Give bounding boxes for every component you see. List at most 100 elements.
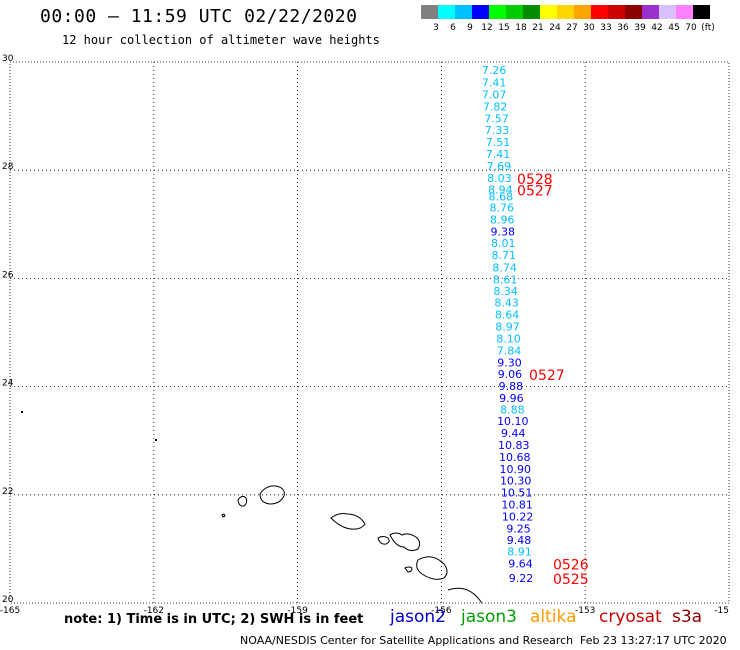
legend-label: 39 — [634, 23, 646, 33]
wave-height-value: 8.68 — [489, 191, 514, 204]
wave-height-value: 7.57 — [484, 112, 509, 125]
longitude-label: -15 — [714, 606, 729, 616]
legend-swatch — [642, 5, 659, 19]
satellite-jason3: jason3 — [461, 607, 517, 627]
footer-timestamp: Feb 23 13:27:17 UTC 2020 — [580, 634, 727, 647]
satellite-altika: altika — [530, 607, 577, 627]
page-title: 00:00 – 11:59 UTC 02/22/2020 — [40, 6, 358, 27]
longitude-label: -162 — [144, 606, 164, 616]
wave-height-value: 9.30 — [497, 356, 522, 369]
legend-swatch — [693, 5, 710, 19]
wave-height-value: 8.97 — [495, 321, 520, 334]
latitude-label: 22 — [2, 487, 13, 497]
satellite-jason2: jason2 — [390, 607, 446, 627]
latitude-label: 30 — [2, 54, 14, 64]
wave-height-value: 8.10 — [496, 332, 521, 345]
graticule — [10, 62, 729, 603]
wave-height-value: 10.22 — [502, 510, 534, 523]
color-scale-legend: 3 6 9 12 15 18 21 24 27 30 33 36 39 42 45 70 (ft) — [421, 5, 715, 33]
wave-height-value: 8.74 — [492, 262, 517, 275]
legend-swatch — [557, 5, 574, 19]
legend-swatch — [489, 5, 506, 19]
island-niihau — [221, 513, 226, 518]
legend-swatch — [472, 5, 489, 19]
wave-height-value: 10.90 — [499, 463, 531, 476]
legend-label: 45 — [668, 23, 679, 33]
wave-height-value: 7.41 — [482, 77, 507, 90]
legend-label: 21 — [532, 23, 543, 33]
legend-label: 24 — [549, 23, 561, 33]
latitude-label: 24 — [2, 379, 14, 389]
legend-label: 6 — [450, 23, 456, 33]
island-maui — [389, 532, 421, 552]
wave-height-value: 8.71 — [491, 249, 516, 262]
legend-swatch — [659, 5, 676, 19]
legend-label: 18 — [515, 23, 527, 33]
wave-height-value: 7.07 — [482, 88, 507, 101]
wave-height-value: 9.22 — [509, 572, 534, 585]
wave-height-value: 9.38 — [491, 225, 516, 238]
island-big-island-south — [447, 587, 483, 604]
latitude-label: 20 — [2, 595, 14, 605]
legend-label: 33 — [600, 23, 611, 33]
wave-height-value: 9.06 — [498, 368, 523, 381]
legend-swatch — [523, 5, 540, 19]
legend-swatch — [506, 5, 523, 19]
legend-label: (ft) — [701, 23, 715, 33]
island-lanai — [377, 536, 390, 545]
wave-height-value: 8.76 — [490, 202, 515, 215]
longitude-label: -153 — [575, 606, 595, 616]
wave-height-value: 10.30 — [500, 475, 532, 488]
wave-height-value: 8.03 — [487, 172, 512, 185]
wave-height-value: 8.61 — [493, 273, 518, 286]
wave-height-value: 7.33 — [485, 124, 510, 137]
legend-swatch — [591, 5, 608, 19]
wave-height-value: 9.44 — [501, 427, 526, 440]
legend-swatch — [574, 5, 591, 19]
wave-height-values: 7.267.417.077.827.577.337.517.417.698.03… — [482, 64, 533, 585]
wave-height-value: 9.64 — [508, 558, 533, 571]
legend-label: 27 — [566, 23, 577, 33]
page-subtitle: 12 hour collection of altimeter wave hei… — [62, 33, 380, 47]
wave-height-value: 8.91 — [507, 546, 532, 559]
footer-credit: NOAA/NESDIS Center for Satellite Applica… — [240, 634, 574, 647]
wave-height-value: 9.96 — [499, 392, 524, 405]
legend-label: 30 — [583, 23, 595, 33]
longitude-label: -156 — [431, 606, 452, 616]
legend-label: 12 — [481, 23, 492, 33]
wave-height-value: 9.25 — [506, 522, 531, 535]
wave-height-value: 10.81 — [501, 499, 533, 512]
legend-swatch — [421, 5, 438, 19]
latitude-label: 28 — [2, 162, 14, 172]
island-hawaii — [416, 556, 448, 580]
wave-height-value: 8.88 — [500, 403, 525, 416]
island-oahu — [259, 485, 285, 505]
wave-height-value: 9.48 — [507, 534, 532, 547]
island-dot-2 — [155, 439, 157, 441]
wave-height-value: 10.51 — [501, 487, 533, 500]
wave-height-value: 10.10 — [497, 415, 529, 428]
axis-labels: 30 28 26 24 22 20-165 -162 -159 -156 -153 -15 — [0, 54, 729, 616]
legend-label: 15 — [498, 23, 509, 33]
legend-label: 42 — [651, 23, 662, 33]
pass-time-label: 0526 — [553, 558, 589, 574]
wave-height-value: 7.69 — [487, 160, 512, 173]
wave-height-value: 8.96 — [490, 213, 515, 226]
island-dot-1 — [21, 411, 23, 413]
legend-swatch — [676, 5, 693, 19]
latitude-label: 26 — [2, 270, 14, 280]
wave-height-value: 8.94 — [488, 184, 513, 197]
pass-time-label: 0527 — [517, 184, 553, 200]
units-note: note: 1) Time is in UTC; 2) SWH is in fe… — [64, 612, 364, 627]
legend-label: 70 — [685, 23, 697, 33]
satellite-cryosat: cryosat — [599, 607, 662, 627]
legend-label: 3 — [433, 23, 439, 33]
wave-height-value: 10.83 — [498, 439, 530, 452]
longitude-label: -165 — [0, 606, 20, 616]
wave-height-value: 8.64 — [495, 309, 520, 322]
legend-label: 36 — [617, 23, 629, 33]
wave-height-value: 8.01 — [491, 237, 516, 250]
wave-height-value: 10.68 — [499, 451, 531, 464]
